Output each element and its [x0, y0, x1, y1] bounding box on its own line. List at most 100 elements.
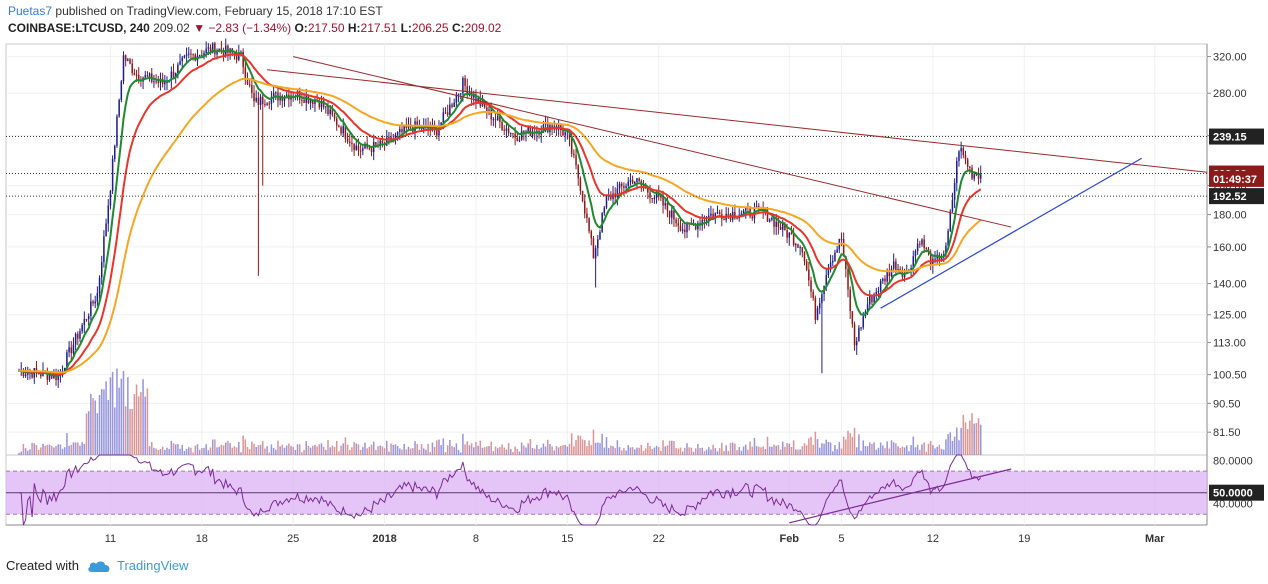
candle-body [903, 273, 906, 278]
volume-bar [834, 445, 836, 455]
candle-body [449, 104, 451, 115]
candle-body [79, 331, 81, 339]
rsi-line [19, 454, 982, 526]
volume-bar [679, 447, 682, 455]
rsi-tick-label: 80.0000 [1213, 455, 1253, 467]
volume-bar [895, 443, 897, 455]
volume-bar [307, 445, 310, 455]
y-tick-label: 90.50 [1213, 398, 1241, 410]
volume-bar [96, 413, 99, 455]
volume-bar [801, 446, 804, 455]
volume-bar [98, 394, 101, 455]
volume-bar [164, 449, 166, 455]
tradingview-link[interactable]: TradingView [116, 558, 189, 573]
volume-bar [877, 447, 880, 455]
volume-bar [381, 446, 384, 455]
candle-body [703, 220, 706, 222]
volume-bar [318, 444, 321, 455]
volume-bar [629, 447, 632, 455]
volume-bar [897, 446, 899, 455]
volume-bar [246, 446, 249, 455]
volume-bar [949, 432, 952, 455]
volume-bar [908, 451, 910, 455]
volume-bar [161, 446, 164, 455]
volume-bar [320, 443, 323, 455]
volume-bar [218, 446, 220, 455]
volume-bar [148, 446, 151, 455]
price-marker [1209, 170, 1264, 187]
candle-body [914, 251, 917, 257]
candle-body [198, 54, 201, 56]
close-value: 209.02 [464, 21, 502, 35]
candle-body [355, 145, 358, 151]
volume-bar [479, 440, 482, 455]
candle-body [594, 248, 597, 259]
candle-body [825, 275, 828, 286]
candle-body [283, 97, 286, 101]
candle-body [22, 370, 25, 376]
volume-bar [514, 446, 516, 455]
volume-bar [592, 429, 595, 455]
volume-bar [751, 446, 754, 455]
candle-body [109, 190, 112, 206]
volume-bar [370, 444, 373, 455]
volume-bar [875, 449, 878, 455]
volume-bar [816, 439, 819, 455]
volume-bar [166, 447, 168, 455]
candle-body [923, 239, 925, 249]
candle-body [349, 141, 351, 143]
candle-body [877, 290, 880, 292]
published-text: published on TradingView.com, February 1… [55, 4, 383, 18]
candle-body [396, 132, 399, 135]
volume-bar [259, 444, 262, 455]
price-pane [5, 43, 1208, 456]
candle-body [309, 99, 312, 104]
volume-bar [899, 447, 901, 455]
candle-body [686, 223, 688, 233]
candle-body [853, 324, 856, 346]
candle-body [551, 125, 553, 128]
candle-body [603, 207, 606, 214]
candle-body [253, 93, 255, 102]
candle-body [662, 197, 664, 206]
price-marker-label: 192.52 [1213, 191, 1247, 203]
support-trendline [880, 157, 1143, 309]
volume-bar [638, 447, 640, 455]
candle-body [18, 370, 20, 372]
volume-bar [929, 441, 932, 455]
volume-bar [272, 447, 275, 455]
volume-bar [860, 450, 862, 455]
candle-body [862, 316, 864, 328]
volume-bar [181, 444, 183, 455]
volume-bar [440, 445, 442, 455]
volume-bar [342, 443, 344, 455]
candle-body [590, 231, 593, 239]
y-tick-label: 125.00 [1213, 310, 1247, 322]
volume-bar [971, 413, 973, 455]
volume-bar [549, 444, 551, 455]
volume-bar [827, 441, 830, 455]
candle-body [818, 303, 821, 309]
candle-body [501, 121, 503, 130]
candle-body [788, 232, 791, 238]
candle-body [466, 85, 469, 95]
volume-bar [795, 449, 797, 455]
candle-body [105, 223, 107, 237]
volume-bar [209, 447, 212, 455]
volume-bar [979, 424, 982, 455]
candle-body [331, 109, 334, 115]
volume-bar [825, 439, 828, 455]
volume-bar [634, 449, 636, 455]
created-with-label: Created with [6, 558, 79, 573]
volume-bar [518, 451, 521, 455]
volume-bar [601, 433, 603, 455]
candle-body [190, 53, 192, 55]
volume-bar [840, 448, 843, 455]
candle-body [385, 137, 388, 146]
candle-body [962, 148, 965, 156]
candle-body [895, 261, 897, 272]
volume-bar [205, 444, 207, 455]
publisher-user[interactable]: Puetas7 [8, 4, 53, 18]
volume-bar [399, 448, 401, 455]
